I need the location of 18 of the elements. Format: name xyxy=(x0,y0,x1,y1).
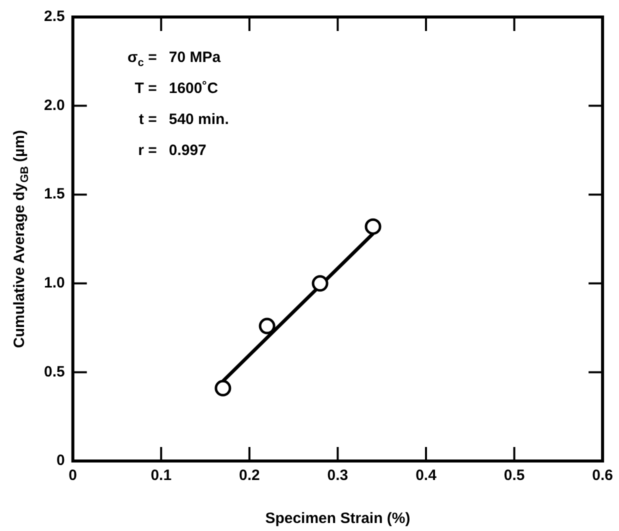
y-tick-label: 0 xyxy=(56,452,65,470)
x-axis-title: Specimen Strain (%) xyxy=(265,510,410,527)
x-tick-label: 0.3 xyxy=(327,467,348,484)
x-tick-label: 0.5 xyxy=(504,467,525,484)
annotation: t = 540 min. xyxy=(138,111,229,128)
y-tick-label: 1.0 xyxy=(44,274,65,292)
y-tick-label: 2.5 xyxy=(44,8,65,26)
x-tick-label: 0.4 xyxy=(416,467,438,484)
y-tick-label: 1.5 xyxy=(44,186,65,203)
x-tick-label: 0.2 xyxy=(238,467,260,484)
x-tick-label: 0 xyxy=(68,467,78,484)
annotation: T = 1600˚C xyxy=(134,80,218,97)
y-axis-title: Cumulative Average dyGB (µm) xyxy=(11,130,31,348)
annotation: r = 0.997 xyxy=(138,142,206,159)
y-tick-label: 2.0 xyxy=(44,96,65,114)
x-tick-label: 0.6 xyxy=(592,467,614,484)
y-tick-label: 0.5 xyxy=(44,363,65,380)
x-tick-label: 0.1 xyxy=(150,467,172,484)
